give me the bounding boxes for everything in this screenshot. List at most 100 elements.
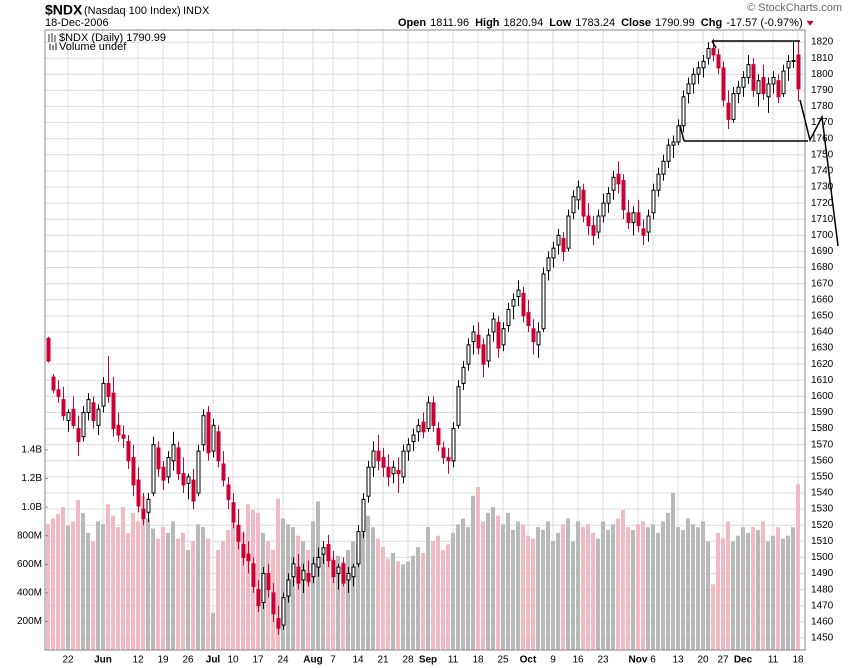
y-tick-label: 1480	[811, 584, 834, 595]
quote-value: 1820.94	[504, 17, 544, 29]
candle-body	[66, 411, 71, 422]
candle-body	[161, 466, 166, 481]
volume-bar	[136, 521, 140, 650]
y-tick-label: 1470	[811, 600, 834, 611]
candle-body	[441, 447, 446, 459]
candle-body	[331, 560, 336, 578]
candle-body	[436, 428, 441, 446]
candle-body	[501, 328, 506, 346]
candle-body	[781, 70, 786, 95]
volume-bar	[771, 535, 775, 650]
volume-bar	[151, 528, 155, 650]
x-tick-label: Aug	[303, 655, 322, 666]
candle-body	[721, 67, 726, 101]
candle-body	[406, 444, 411, 452]
candle-body	[601, 202, 606, 217]
candle-body	[351, 566, 356, 578]
candle-body	[731, 93, 736, 120]
candle-body	[416, 424, 421, 433]
candle-body	[301, 569, 306, 581]
volume-bar	[741, 527, 745, 650]
candle-body	[141, 508, 146, 520]
candle-body	[771, 77, 776, 85]
candle-body	[796, 54, 801, 90]
candle-body	[376, 450, 381, 462]
candle-body	[676, 125, 681, 143]
candle-body	[71, 408, 76, 426]
candle-body	[156, 447, 161, 470]
y-tick-label: 1660	[811, 294, 834, 305]
volume-bar	[486, 512, 490, 650]
candle-body	[251, 563, 256, 587]
y-tick-label: 1770	[811, 117, 834, 128]
candle-body	[556, 234, 561, 246]
volume-bar	[606, 530, 610, 650]
volume-bar	[91, 541, 95, 650]
volume-bar	[356, 544, 360, 650]
candle-body	[566, 215, 571, 249]
candle-body	[296, 566, 301, 584]
candle-body	[411, 434, 416, 442]
volume-bar	[736, 535, 740, 650]
candle-body	[511, 299, 516, 307]
candle-body	[196, 450, 201, 494]
y-tick-label: 1720	[811, 198, 834, 209]
volume-bar	[461, 518, 465, 650]
volume-bar	[426, 527, 430, 650]
candle-body	[691, 73, 696, 85]
volume-bar	[101, 524, 105, 650]
volume-bar	[491, 507, 495, 650]
candle-body	[326, 544, 331, 562]
volume-bar	[666, 512, 670, 650]
volume-bar	[546, 521, 550, 650]
y-tick-label: 1630	[811, 343, 834, 354]
candle-body	[216, 431, 221, 462]
candle-body	[201, 415, 206, 446]
x-tick-label: 28	[402, 655, 414, 666]
volume-bar	[701, 521, 705, 650]
candle-body	[466, 344, 471, 365]
y-tick-label: 1550	[811, 472, 834, 483]
y-tick-label: 1700	[811, 230, 834, 241]
candle-body	[111, 392, 116, 430]
legend-candle-icon	[48, 33, 56, 42]
candle-body	[471, 331, 476, 343]
volume-bar	[126, 532, 130, 650]
y-tick-label: 1750	[811, 149, 834, 160]
y-tick-label: 1580	[811, 423, 834, 434]
candle-body	[116, 424, 121, 436]
volume-tick-label: 600M	[17, 559, 42, 570]
volume-bar	[536, 527, 540, 650]
candle-body	[361, 498, 366, 533]
volume-bar	[146, 518, 150, 650]
legend-volume-icon	[52, 45, 54, 50]
volume-bar	[391, 552, 395, 650]
candle-body	[716, 54, 721, 69]
candle-body	[171, 444, 176, 462]
volume-bar	[571, 541, 575, 650]
volume-bar	[721, 538, 725, 650]
candle-body	[741, 77, 746, 88]
volume-bar	[351, 541, 355, 650]
volume-bar	[526, 535, 530, 650]
candle-body	[176, 447, 181, 475]
quote: Open 1811.96 High 1820.94 Low 1783.24 Close 179…	[398, 17, 803, 29]
candle-body	[131, 457, 136, 486]
volume-bar	[586, 524, 590, 650]
candle-body	[696, 67, 701, 75]
volume-bar	[551, 541, 555, 650]
candle-body	[581, 189, 586, 217]
quote-label: High	[475, 17, 500, 29]
candle-body	[646, 215, 651, 233]
candle-body	[541, 273, 546, 330]
candle-body	[391, 466, 396, 475]
candle-body	[776, 80, 781, 98]
x-tick-label: 16	[572, 655, 584, 666]
legend-volume-icon	[55, 43, 57, 50]
candle-body	[221, 463, 226, 481]
candle-body	[526, 312, 531, 327]
quote-label: Open	[398, 17, 426, 29]
x-tick-label: 27	[717, 655, 729, 666]
x-tick-label: 10	[227, 655, 239, 666]
legend-entry: Volume undef	[59, 41, 127, 53]
